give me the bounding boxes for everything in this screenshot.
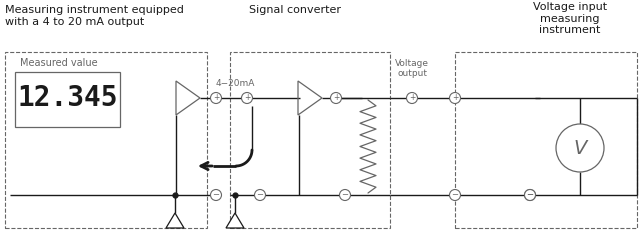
Text: −: − — [451, 190, 458, 199]
Text: V: V — [573, 138, 587, 157]
Circle shape — [330, 92, 342, 104]
Text: −: − — [257, 190, 264, 199]
Text: 12.345: 12.345 — [17, 84, 118, 112]
Bar — [5, 52, 207, 228]
Text: Measuring instrument equipped: Measuring instrument equipped — [5, 5, 184, 15]
Circle shape — [211, 189, 221, 200]
Text: −: − — [527, 190, 534, 199]
Circle shape — [255, 189, 266, 200]
Text: Measured value: Measured value — [20, 58, 98, 68]
Text: Voltage input
measuring
instrument: Voltage input measuring instrument — [533, 2, 607, 35]
Text: +: + — [333, 93, 339, 102]
Circle shape — [406, 92, 417, 104]
Text: +: + — [244, 93, 250, 102]
Circle shape — [211, 92, 221, 104]
Text: Voltage
output: Voltage output — [395, 59, 429, 78]
Text: +: + — [452, 93, 458, 102]
Text: +: + — [409, 93, 415, 102]
Polygon shape — [166, 213, 184, 228]
Text: Signal converter: Signal converter — [249, 5, 341, 15]
Text: −: − — [527, 190, 534, 199]
Polygon shape — [226, 213, 244, 228]
Circle shape — [449, 189, 461, 200]
Text: 4−20mA: 4−20mA — [215, 79, 255, 88]
Text: −: − — [342, 190, 349, 199]
Text: −: − — [212, 190, 220, 199]
Circle shape — [339, 189, 351, 200]
Circle shape — [556, 124, 604, 172]
Circle shape — [449, 92, 461, 104]
Circle shape — [525, 189, 536, 200]
Bar — [455, 52, 637, 228]
Text: +: + — [213, 93, 219, 102]
Circle shape — [525, 189, 536, 200]
Bar — [15, 72, 120, 127]
Text: with a 4 to 20 mA output: with a 4 to 20 mA output — [5, 17, 144, 27]
Bar — [230, 52, 390, 228]
Circle shape — [241, 92, 253, 104]
